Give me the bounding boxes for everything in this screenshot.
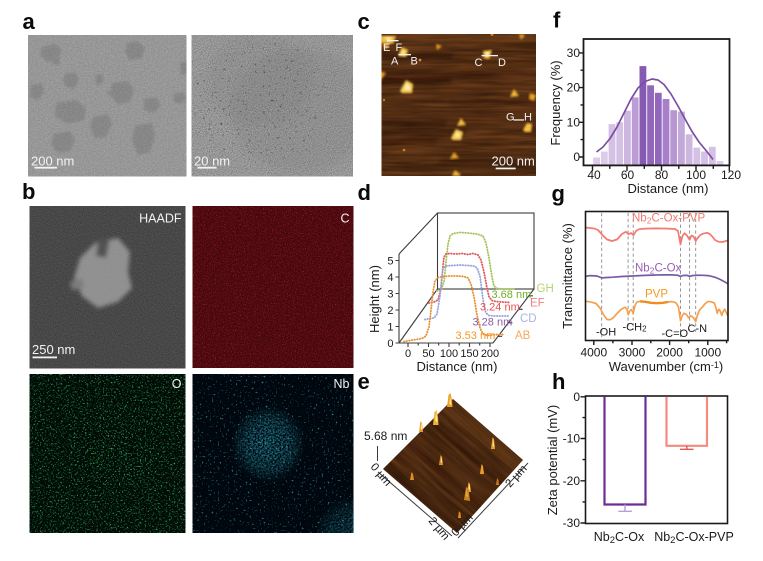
svg-text:50: 50 [422,348,434,360]
svg-text:GH: GH [537,283,554,295]
svg-text:f: f [553,8,561,33]
svg-text:Wavenumber (cm-1): Wavenumber (cm-1) [609,359,723,374]
svg-text:10: 10 [567,115,581,129]
svg-text:30: 30 [567,46,581,60]
svg-text:-CH2: -CH2 [623,322,648,334]
svg-text:-OH: -OH [596,327,616,339]
svg-text:D: D [498,57,506,69]
svg-text:4: 4 [387,272,393,284]
svg-text:B: B [411,56,418,68]
svg-text:100: 100 [686,168,706,182]
svg-text:Distance (nm): Distance (nm) [628,181,709,196]
svg-text:c: c [358,9,370,34]
svg-text:3.24 nm: 3.24 nm [480,302,520,314]
svg-text:AB: AB [515,330,531,342]
svg-text:Transmittance (%): Transmittance (%) [560,223,575,329]
svg-text:250 nm: 250 nm [32,342,75,357]
svg-text:Nb2C-Ox-PVP: Nb2C-Ox-PVP [632,213,705,226]
svg-text:C: C [340,212,349,226]
svg-text:200 nm: 200 nm [31,154,74,169]
svg-text:150: 150 [460,348,478,360]
svg-text:g: g [552,181,565,206]
svg-text:4000: 4000 [580,346,607,360]
svg-text:C: C [475,57,483,69]
svg-text:0: 0 [573,150,580,164]
svg-text:0: 0 [387,338,393,350]
svg-text:2000: 2000 [656,346,683,360]
svg-text:a: a [23,9,36,34]
svg-text:C-N: C-N [688,323,708,335]
svg-text:e: e [358,369,370,394]
svg-text:120: 120 [721,168,741,182]
svg-text:0: 0 [405,348,411,360]
svg-text:EF: EF [530,298,545,310]
svg-text:-20: -20 [563,474,581,488]
svg-text:-10: -10 [563,432,581,446]
svg-text:5: 5 [387,256,393,268]
svg-text:100: 100 [440,348,458,360]
svg-text:3: 3 [387,289,393,301]
svg-text:20 nm: 20 nm [194,154,230,169]
svg-text:HAADF: HAADF [139,212,182,226]
svg-text:E: E [383,42,390,54]
svg-text:3.53 nm: 3.53 nm [456,330,496,342]
svg-text:1: 1 [387,322,393,334]
svg-text:1000: 1000 [694,346,721,360]
svg-text:A: A [391,56,399,68]
svg-text:60: 60 [621,168,635,182]
svg-text:200: 200 [481,348,499,360]
svg-text:20: 20 [567,81,581,95]
svg-text:O: O [172,377,182,391]
svg-text:80: 80 [655,168,669,182]
svg-text:40: 40 [587,168,601,182]
svg-text:PVP: PVP [645,289,668,301]
svg-text:3.28 nm: 3.28 nm [473,317,513,329]
svg-text:H: H [524,112,532,124]
svg-text:200 nm: 200 nm [492,154,535,169]
svg-text:3000: 3000 [619,346,646,360]
svg-text:Frequency (%): Frequency (%) [548,60,563,145]
svg-text:2: 2 [387,305,393,317]
svg-text:h: h [552,369,565,394]
svg-text:5.68 nm: 5.68 nm [364,429,407,443]
svg-text:Height (nm): Height (nm) [367,265,382,333]
svg-text:0: 0 [573,390,580,404]
svg-text:Distance (nm): Distance (nm) [417,359,498,374]
svg-text:d: d [358,180,371,205]
svg-text:-C=O: -C=O [662,328,689,340]
svg-text:Nb2C-Ox: Nb2C-Ox [594,530,645,546]
svg-text:CD: CD [520,313,537,325]
svg-text:b: b [22,179,35,204]
svg-text:G: G [506,112,515,124]
svg-text:3.68 nm: 3.68 nm [492,289,532,301]
svg-text:-30: -30 [563,516,581,530]
svg-text:F: F [396,42,403,54]
svg-text:Zeta potential (mV): Zeta potential (mV) [545,405,560,516]
svg-text:Nb: Nb [334,377,350,391]
svg-text:Nb2C-Ox: Nb2C-Ox [635,263,682,276]
svg-text:Nb2C-Ox-PVP: Nb2C-Ox-PVP [654,530,734,546]
